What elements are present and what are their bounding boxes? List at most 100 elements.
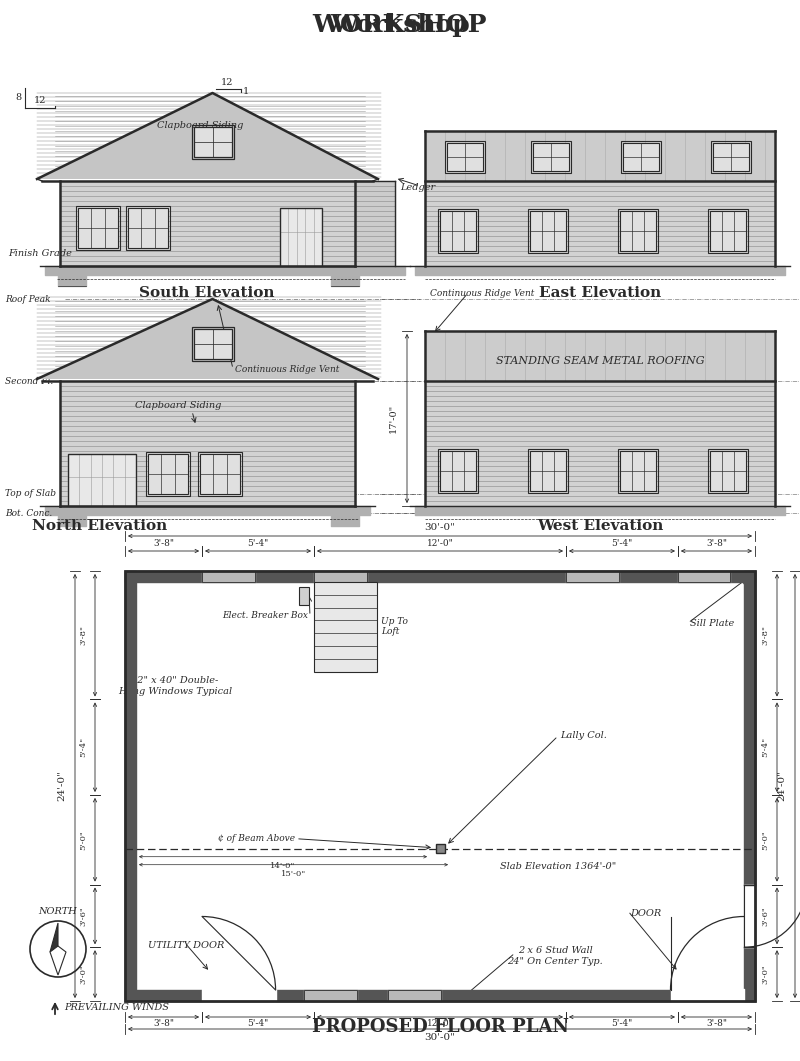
Bar [708, 449, 748, 493]
Text: PREVAILING WINDS: PREVAILING WINDS [64, 1004, 169, 1012]
Bar [314, 571, 366, 582]
Text: 5'-0": 5'-0" [79, 830, 87, 850]
Bar [194, 329, 231, 359]
Text: 3'-6": 3'-6" [79, 906, 87, 926]
Bar [620, 451, 656, 491]
Bar [191, 327, 234, 361]
Bar [618, 449, 658, 493]
Bar [445, 141, 485, 173]
Bar [713, 143, 749, 171]
Bar [618, 209, 658, 253]
Bar [198, 452, 242, 495]
Text: 2 x 6 Stud Wall
24" On Center Typ.: 2 x 6 Stud Wall 24" On Center Typ. [507, 946, 603, 966]
Text: West Elevation: West Elevation [537, 519, 663, 533]
Bar [528, 449, 568, 493]
Bar [566, 571, 618, 582]
Text: 3'-6": 3'-6" [761, 906, 769, 926]
Bar [438, 449, 478, 493]
Text: 5'-4": 5'-4" [247, 1020, 269, 1028]
Bar [438, 209, 478, 253]
Text: 30'-0": 30'-0" [425, 522, 455, 532]
Text: Continuous Ridge Vent: Continuous Ridge Vent [430, 289, 534, 297]
Text: Up To
Loft: Up To Loft [381, 618, 408, 637]
Text: 5'-4": 5'-4" [761, 737, 769, 758]
Text: 3'-8": 3'-8" [153, 1020, 174, 1028]
Bar [68, 454, 136, 506]
Bar [710, 451, 746, 491]
Text: STANDING SEAM METAL ROOFING: STANDING SEAM METAL ROOFING [496, 356, 704, 366]
Text: Finish Grade: Finish Grade [8, 248, 72, 258]
Bar [78, 208, 118, 248]
Bar [620, 211, 656, 251]
Bar [528, 209, 568, 253]
Bar [440, 211, 476, 251]
Text: North Elevation: North Elevation [32, 519, 168, 533]
Bar [678, 571, 730, 582]
Text: ¢ of Beam Above: ¢ of Beam Above [218, 834, 295, 843]
Polygon shape [37, 93, 378, 179]
Text: 3'-0": 3'-0" [761, 964, 769, 984]
Bar [76, 206, 120, 250]
Bar [146, 452, 190, 495]
Text: South Elevation: South Elevation [139, 286, 274, 300]
Text: Bot. Conc.: Bot. Conc. [5, 508, 52, 518]
Text: Clapboard Siding: Clapboard Siding [135, 401, 221, 411]
Text: Ledger: Ledger [400, 184, 435, 192]
Bar [191, 125, 234, 159]
Text: 3'-8": 3'-8" [761, 625, 769, 645]
Bar [314, 582, 377, 672]
Text: UTILITY DOOR: UTILITY DOOR [148, 941, 224, 951]
Bar [447, 143, 483, 171]
Text: Slab Elevation 1364'-0": Slab Elevation 1364'-0" [500, 863, 616, 871]
Text: 30'-0": 30'-0" [425, 1033, 455, 1043]
Text: 12'-0": 12'-0" [426, 539, 454, 549]
Text: 32" x 40" Double-
Hung Windows Typical: 32" x 40" Double- Hung Windows Typical [118, 676, 232, 696]
Bar [440, 451, 476, 491]
Text: NORTH: NORTH [38, 907, 78, 916]
Bar [299, 587, 309, 605]
Text: 24'-0": 24'-0" [778, 770, 786, 801]
Text: 5'-4": 5'-4" [247, 539, 269, 549]
Text: DOOR: DOOR [630, 908, 662, 918]
Text: Top of Slab: Top of Slab [5, 489, 56, 499]
Bar [194, 127, 231, 157]
Text: 3'-8": 3'-8" [79, 625, 87, 645]
Text: 12: 12 [34, 95, 46, 105]
Bar [531, 141, 571, 173]
Text: Clapboard Siding: Clapboard Siding [157, 121, 243, 129]
Text: 3'-8": 3'-8" [706, 539, 727, 549]
Bar [128, 208, 168, 248]
Text: 3'-8": 3'-8" [706, 1020, 727, 1028]
Text: Second Fl.: Second Fl. [5, 377, 54, 385]
Polygon shape [50, 946, 66, 975]
Text: 17'-0": 17'-0" [389, 404, 398, 433]
Bar [530, 211, 566, 251]
Bar [220, 990, 273, 1001]
Text: 12: 12 [222, 79, 234, 87]
Text: Elect. Breaker Box: Elect. Breaker Box [222, 611, 308, 621]
Bar [621, 141, 661, 173]
Text: 5'-0": 5'-0" [761, 830, 769, 850]
Bar [148, 454, 188, 494]
Text: 15'-0": 15'-0" [281, 870, 306, 877]
Text: Continuous Ridge Vent: Continuous Ridge Vent [235, 365, 339, 373]
Text: PROPOSED FLOOR PLAN: PROPOSED FLOOR PLAN [311, 1017, 569, 1036]
Polygon shape [50, 923, 58, 952]
Bar [126, 206, 170, 250]
Bar [623, 143, 659, 171]
Bar [708, 209, 748, 253]
Text: 5'-4": 5'-4" [611, 539, 633, 549]
Text: 5'-4": 5'-4" [79, 737, 87, 758]
Bar [530, 451, 566, 491]
Bar [435, 845, 445, 853]
Polygon shape [37, 299, 378, 379]
Text: 12'-0": 12'-0" [426, 1020, 454, 1028]
Text: 5'-4": 5'-4" [611, 1020, 633, 1028]
Bar [533, 143, 569, 171]
Bar [304, 990, 357, 1001]
Text: 24'-0": 24'-0" [58, 770, 66, 801]
Bar [710, 211, 746, 251]
Bar [711, 141, 751, 173]
Bar [200, 454, 240, 494]
Text: WORKSHOP: WORKSHOP [313, 13, 487, 37]
